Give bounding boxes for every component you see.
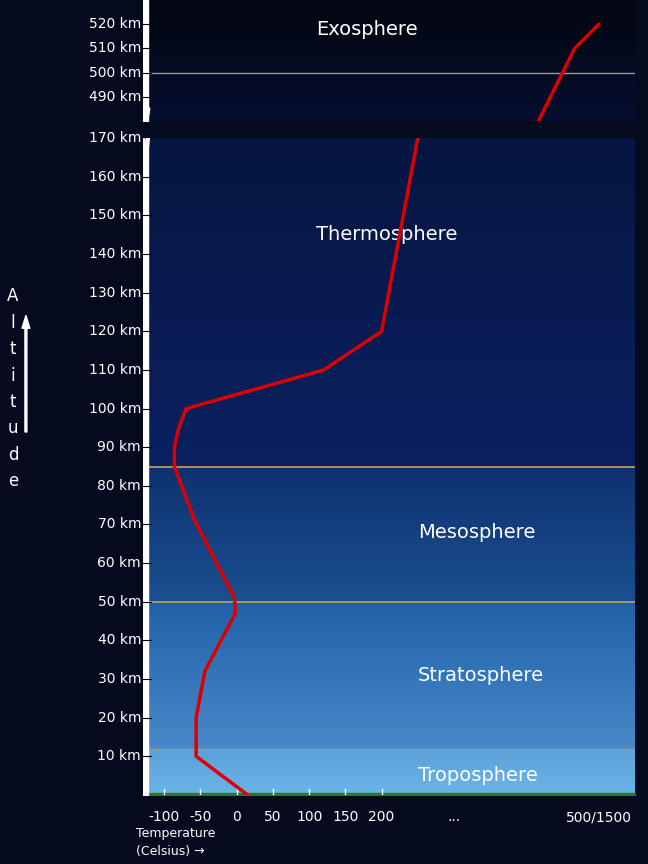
Text: Temperature: Temperature (136, 827, 215, 841)
Text: -100: -100 (148, 810, 180, 824)
Text: 40 km: 40 km (98, 633, 141, 647)
Text: 510 km: 510 km (89, 41, 141, 55)
Text: A
l
t
i
t
u
d
e: A l t i t u d e (7, 288, 19, 490)
Text: 10 km: 10 km (97, 749, 141, 763)
Text: 520 km: 520 km (89, 17, 141, 31)
Text: 500 km: 500 km (89, 66, 141, 79)
Text: 170 km: 170 km (89, 131, 141, 145)
Text: 70 km: 70 km (98, 518, 141, 531)
Text: 150: 150 (332, 810, 358, 824)
Text: Troposphere: Troposphere (418, 766, 538, 785)
Text: 140 km: 140 km (89, 247, 141, 261)
Text: 30 km: 30 km (98, 672, 141, 686)
Text: 500/1500: 500/1500 (566, 810, 632, 824)
Text: 150 km: 150 km (89, 208, 141, 223)
Text: 200: 200 (369, 810, 395, 824)
Text: 50: 50 (264, 810, 282, 824)
Text: 50 km: 50 km (98, 594, 141, 609)
Text: 120 km: 120 km (89, 324, 141, 339)
Text: 110 km: 110 km (89, 363, 141, 377)
Text: Stratosphere: Stratosphere (418, 665, 544, 684)
Text: 0: 0 (233, 810, 241, 824)
Text: Thermosphere: Thermosphere (316, 226, 457, 245)
Text: Exosphere: Exosphere (316, 20, 418, 39)
Text: -50: -50 (189, 810, 212, 824)
Text: 100: 100 (296, 810, 322, 824)
Text: 60 km: 60 km (97, 556, 141, 570)
Text: 80 km: 80 km (97, 479, 141, 492)
Text: 130 km: 130 km (89, 286, 141, 300)
Text: 90 km: 90 km (97, 441, 141, 454)
Text: Mesosphere: Mesosphere (418, 523, 535, 542)
Text: ...: ... (447, 810, 461, 824)
Text: 100 km: 100 km (89, 402, 141, 416)
Text: 160 km: 160 km (89, 170, 141, 184)
Text: 20 km: 20 km (98, 710, 141, 725)
Text: 490 km: 490 km (89, 90, 141, 104)
Text: (Celsius) →: (Celsius) → (136, 844, 205, 858)
